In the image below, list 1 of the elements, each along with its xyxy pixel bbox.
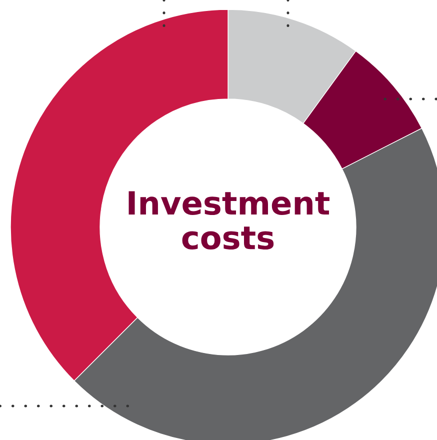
text: Investment costs bbox=[128, 191, 330, 250]
